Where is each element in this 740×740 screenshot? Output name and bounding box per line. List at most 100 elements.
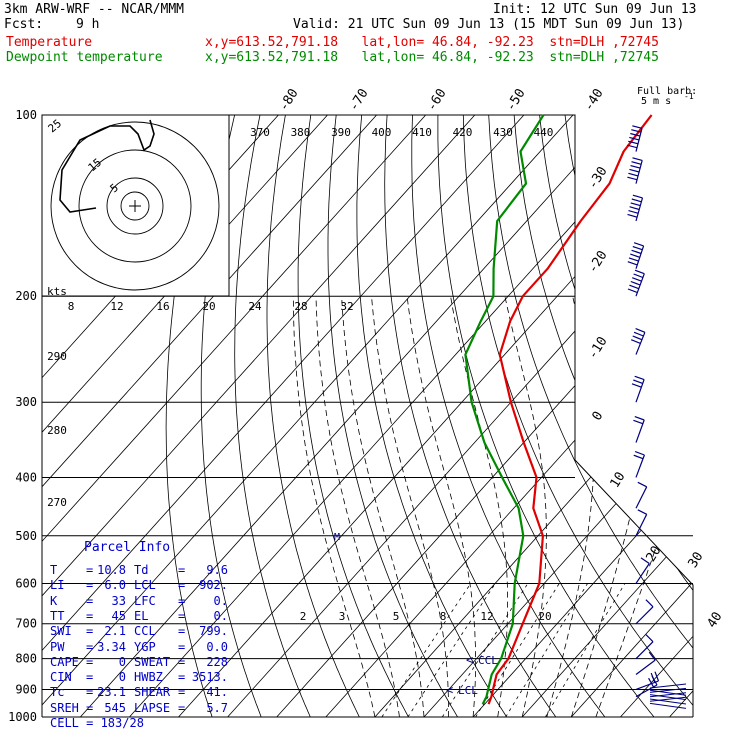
wind-barb-staff xyxy=(635,680,659,691)
isotherm-label: -80 xyxy=(276,86,301,114)
forecast-label: Fcst: xyxy=(4,17,44,32)
parcel-value: 228 xyxy=(206,654,228,669)
parcel-key: CAPE xyxy=(50,654,79,669)
parcel-eq: = xyxy=(86,685,94,700)
isotherm-label: -60 xyxy=(424,86,449,114)
parcel-row: LI = 6.0 LCL = 902. xyxy=(50,578,234,592)
pressure-tick-label: 300 xyxy=(15,395,37,409)
wind-barb-feather xyxy=(630,280,641,286)
isotherm-line xyxy=(42,115,574,717)
parcel-key: Tc xyxy=(50,685,65,700)
wind-barb-staff xyxy=(649,689,687,696)
dry-adiabat-line xyxy=(462,115,693,717)
wind-key-exponent: -1 xyxy=(684,92,694,101)
parcel-eq: = xyxy=(86,624,94,639)
pressure-tick-label: 600 xyxy=(15,576,37,590)
parcel-key: CIN xyxy=(50,670,72,685)
parcel-eq: = xyxy=(178,624,186,639)
parcel-eq: = xyxy=(86,578,94,593)
forecast-hours: 9 h xyxy=(76,17,100,32)
ccl-label: CCL xyxy=(478,654,498,667)
wind-barb-feather xyxy=(634,269,645,275)
parcel-value: 799. xyxy=(199,624,228,639)
wind-barb-feather xyxy=(650,672,656,683)
parcel-eq: = xyxy=(178,578,186,593)
isentrope-label: 400 xyxy=(372,126,392,139)
parcel-row: CIN = 0 HWBZ = 3513. xyxy=(50,670,234,684)
wind-barb-staff xyxy=(635,514,648,537)
isentrope-label: 380 xyxy=(291,126,311,139)
wind-barb-feather xyxy=(648,651,656,661)
moist-adiabat-line xyxy=(595,296,693,717)
mixing-ratio-label: 20 xyxy=(538,610,551,623)
hodograph-speed-tick: 20 xyxy=(202,300,215,313)
parcel-eq: = xyxy=(86,670,94,685)
parcel-value: 0. xyxy=(213,593,228,608)
isotherm-label: -40 xyxy=(581,86,606,114)
wind-barb-feather xyxy=(631,277,642,282)
wind-barb-feather xyxy=(627,288,638,294)
parcel-key: SHEAR xyxy=(134,685,171,700)
wind-barb-feather xyxy=(632,245,643,251)
parcel-key: YGP xyxy=(134,639,156,654)
hodograph-ring xyxy=(50,121,220,291)
dry-adiabat-line xyxy=(356,115,516,717)
isentrope-label: 420 xyxy=(453,126,473,139)
parcel-row: T = 10.8 Td = 9.6 xyxy=(50,563,234,577)
parcel-cell: CELL = 183/28 xyxy=(50,716,144,730)
parcel-value: 0 xyxy=(118,670,126,685)
mixing-ratio-line xyxy=(475,583,560,717)
parcel-eq: = xyxy=(178,670,186,685)
parcel-eq: = xyxy=(86,639,94,654)
wind-barb-feather xyxy=(628,172,639,177)
wind-barb-feather xyxy=(633,273,644,279)
wind-barb-feather xyxy=(630,253,640,258)
wind-barb-feather xyxy=(628,257,639,262)
hodograph-speed-tick: 32 xyxy=(340,300,353,313)
parcel-info-title: Parcel Info xyxy=(84,540,171,555)
isotherm-line xyxy=(423,115,693,717)
parcel-eq: = xyxy=(86,700,94,715)
parcel-eq: = xyxy=(86,593,94,608)
wind-barb-feather xyxy=(633,454,644,460)
wind-barb-staff xyxy=(635,641,654,660)
wind-barb-feather xyxy=(631,249,642,255)
parcel-key: SWI xyxy=(50,624,72,639)
mixing-ratio-line xyxy=(505,583,588,717)
hodograph-speed-tick: 8 xyxy=(68,300,75,313)
hodograph-trace xyxy=(59,119,155,213)
parcel-row: Tc = 23.1 SHEAR = 41. xyxy=(50,685,234,699)
hodograph-speed-tick: 12 xyxy=(110,300,123,313)
parcel-value: 545 xyxy=(104,700,126,715)
wind-barb-staff xyxy=(635,684,658,698)
dry-adiabat-line xyxy=(327,115,466,717)
isentrope-label: 410 xyxy=(412,126,432,139)
isotherm-label: 30 xyxy=(686,550,707,571)
mixing-ratio-line xyxy=(441,583,529,717)
parcel-eq: = xyxy=(178,593,186,608)
moist-adiabat-line xyxy=(341,296,425,717)
wind-barb-feather xyxy=(645,599,654,608)
parcel-value: 33 xyxy=(111,593,126,608)
parcel-key: Td xyxy=(134,563,149,577)
parcel-value: 10.8 xyxy=(97,563,126,577)
wind-barb-feather xyxy=(633,419,644,425)
moist-adiabat-line xyxy=(315,296,400,717)
isotherm-line xyxy=(42,115,377,717)
dry-adiabat-line xyxy=(691,115,693,717)
mixing-ratio-line xyxy=(381,583,472,717)
wind-barb-feather xyxy=(630,165,641,169)
pressure-tick-label: 100 xyxy=(15,108,37,122)
dry-adiabat-line xyxy=(718,115,740,730)
wind-barb-staff xyxy=(635,419,645,443)
parcel-eq: = xyxy=(178,639,186,654)
isotherm-line xyxy=(80,115,623,717)
hodograph-ring xyxy=(106,177,164,235)
wind-barb-feather xyxy=(633,379,643,384)
parcel-row: CAPE = 0 SWEAT = 228 xyxy=(50,655,234,669)
wind-barb-feather xyxy=(631,383,642,388)
parcel-eq: = xyxy=(86,608,94,623)
init-time: Init: 12 UTC Sun 09 Jun 13 xyxy=(493,2,697,17)
isotherm-line xyxy=(669,115,693,717)
wind-barb-feather xyxy=(633,242,644,247)
